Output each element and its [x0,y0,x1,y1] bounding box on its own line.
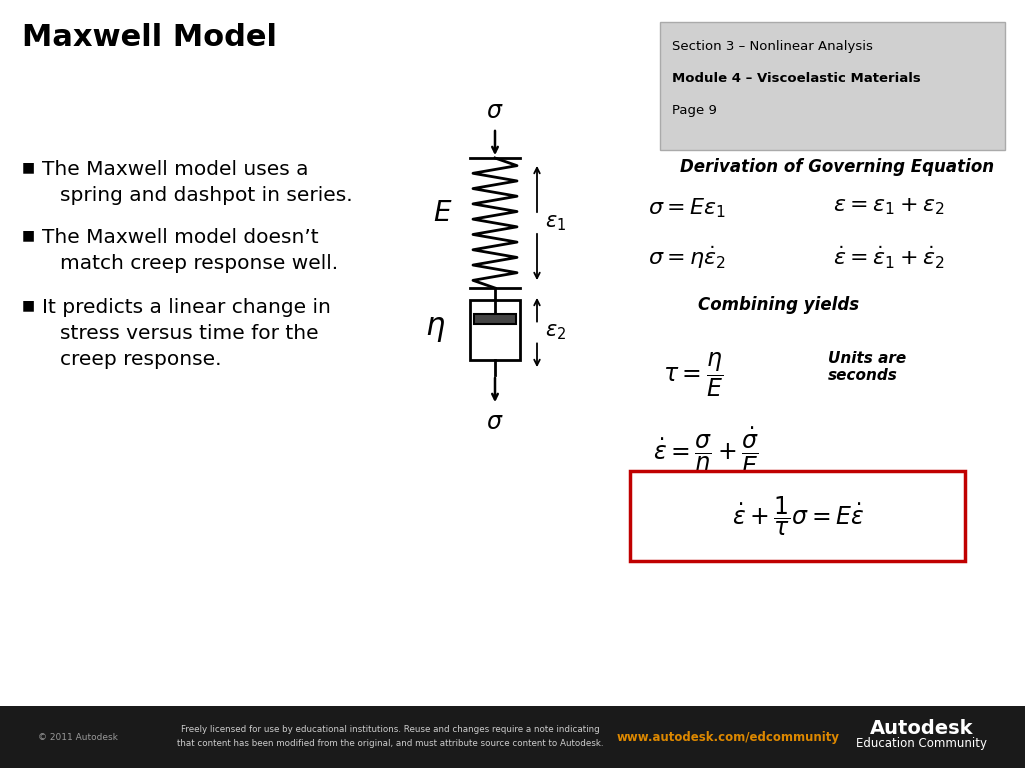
Text: that content has been modified from the original, and must attribute source cont: that content has been modified from the … [176,740,604,749]
Text: $\sigma = \eta\dot{\varepsilon}_2$: $\sigma = \eta\dot{\varepsilon}_2$ [648,244,726,271]
Text: $\varepsilon_1$: $\varepsilon_1$ [545,213,566,233]
Text: $\sigma = E\varepsilon_1$: $\sigma = E\varepsilon_1$ [648,196,726,220]
Text: ■: ■ [22,228,35,242]
Bar [474,314,516,324]
Text: $\dot{\varepsilon} = \dfrac{\sigma}{\eta} + \dfrac{\dot{\sigma}}{E}$: $\dot{\varepsilon} = \dfrac{\sigma}{\eta… [653,426,760,478]
Text: Maxwell Model: Maxwell Model [22,23,277,52]
Bar [660,22,1004,150]
Text: $\varepsilon = \varepsilon_1 + \varepsilon_2$: $\varepsilon = \varepsilon_1 + \varepsil… [833,196,944,217]
Text: Freely licensed for use by educational institutions. Reuse and changes require a: Freely licensed for use by educational i… [180,726,600,734]
Text: Derivation of Governing Equation: Derivation of Governing Equation [680,158,994,176]
Text: creep response.: creep response. [60,350,221,369]
Text: Module 4 – Viscoelastic Materials: Module 4 – Viscoelastic Materials [672,72,920,85]
Text: It predicts a linear change in: It predicts a linear change in [42,298,331,317]
Text: The Maxwell model uses a: The Maxwell model uses a [42,160,309,179]
Text: $\dot{\varepsilon} + \dfrac{1}{\tau}\sigma = E\dot{\varepsilon}$: $\dot{\varepsilon} + \dfrac{1}{\tau}\sig… [732,495,864,538]
Text: $\sigma$: $\sigma$ [486,99,504,123]
Text: $\sigma$: $\sigma$ [486,410,504,434]
Text: The Maxwell model doesn’t: The Maxwell model doesn’t [42,228,319,247]
Text: Section 3 – Nonlinear Analysis: Section 3 – Nonlinear Analysis [672,40,873,53]
Text: Units are
seconds: Units are seconds [828,351,906,383]
Text: $E$: $E$ [434,199,453,227]
Text: www.autodesk.com/edcommunity: www.autodesk.com/edcommunity [616,730,839,743]
Text: Combining yields: Combining yields [698,296,859,314]
Text: Education Community: Education Community [857,737,987,750]
Text: $\tau = \dfrac{\eta}{E}$: $\tau = \dfrac{\eta}{E}$ [663,351,724,399]
Bar [0,706,1025,768]
Text: stress versus time for the: stress versus time for the [60,324,319,343]
Text: ■: ■ [22,160,35,174]
Text: ■: ■ [22,298,35,312]
Text: Autodesk: Autodesk [870,719,974,737]
Text: $\varepsilon_2$: $\varepsilon_2$ [545,323,566,343]
Text: $\eta$: $\eta$ [424,316,445,345]
Text: © 2011 Autodesk: © 2011 Autodesk [38,733,118,741]
Text: $\dot{\varepsilon} = \dot{\varepsilon}_1 + \dot{\varepsilon}_2$: $\dot{\varepsilon} = \dot{\varepsilon}_1… [833,244,945,270]
Text: match creep response well.: match creep response well. [60,254,338,273]
Text: spring and dashpot in series.: spring and dashpot in series. [60,186,353,205]
Bar [630,471,965,561]
Bar [470,300,520,360]
Text: Page 9: Page 9 [672,104,716,117]
